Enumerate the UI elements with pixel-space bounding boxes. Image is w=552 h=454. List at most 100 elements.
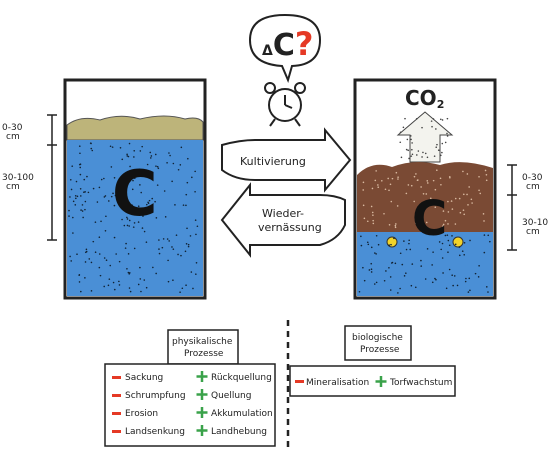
dot bbox=[385, 270, 387, 272]
dot bbox=[440, 119, 442, 121]
dot bbox=[82, 204, 84, 206]
dot bbox=[401, 264, 403, 266]
process-loss: Landsenkung bbox=[125, 427, 185, 437]
right-profile bbox=[355, 80, 495, 298]
dot bbox=[68, 215, 70, 217]
dot bbox=[416, 118, 418, 120]
dot bbox=[407, 150, 409, 152]
dot bbox=[411, 263, 413, 265]
dot bbox=[376, 235, 378, 237]
dot bbox=[78, 274, 80, 276]
dot bbox=[462, 171, 464, 173]
dot bbox=[410, 135, 412, 137]
dot bbox=[393, 238, 395, 240]
dot bbox=[75, 195, 77, 197]
dot bbox=[79, 145, 81, 147]
dot bbox=[90, 143, 92, 145]
dot bbox=[165, 216, 167, 218]
dot bbox=[372, 214, 374, 216]
depth-unit: cm bbox=[6, 132, 20, 142]
dot bbox=[80, 209, 82, 211]
dot bbox=[408, 184, 410, 186]
dot bbox=[395, 223, 397, 225]
dot bbox=[155, 154, 157, 156]
diagram: ΔC? 0-30cm 30-100cm Kultivierung Wieder-… bbox=[0, 0, 552, 454]
dot bbox=[489, 241, 491, 243]
dot bbox=[478, 276, 480, 278]
dot bbox=[364, 218, 366, 220]
process-loss: Mineralisation bbox=[306, 378, 369, 388]
dot bbox=[397, 176, 399, 178]
dot bbox=[79, 152, 81, 154]
dot bbox=[179, 291, 181, 293]
dot bbox=[128, 272, 130, 274]
dot bbox=[374, 283, 376, 285]
minus-icon bbox=[112, 376, 121, 379]
dot bbox=[374, 252, 376, 254]
dot bbox=[95, 221, 97, 223]
dot bbox=[420, 260, 422, 262]
dot bbox=[129, 287, 131, 289]
dot bbox=[186, 227, 188, 229]
dot bbox=[471, 202, 473, 204]
dot bbox=[433, 118, 435, 120]
line: Wieder- bbox=[262, 207, 304, 220]
dot bbox=[195, 273, 197, 275]
dot bbox=[438, 149, 440, 151]
dot bbox=[185, 205, 187, 207]
dot bbox=[485, 170, 487, 172]
dot bbox=[100, 220, 102, 222]
dot bbox=[68, 210, 70, 212]
dot bbox=[440, 155, 442, 157]
dot bbox=[460, 212, 462, 214]
dot bbox=[432, 281, 434, 283]
dot bbox=[409, 249, 411, 251]
dot bbox=[83, 179, 85, 181]
dot bbox=[185, 250, 187, 252]
dot bbox=[100, 275, 102, 277]
dot bbox=[134, 248, 136, 250]
dot bbox=[434, 278, 436, 280]
dot bbox=[381, 180, 383, 182]
dot bbox=[141, 146, 143, 148]
dot bbox=[406, 193, 408, 195]
dot bbox=[72, 232, 74, 234]
dot bbox=[80, 291, 82, 293]
dot bbox=[432, 251, 434, 253]
dot bbox=[440, 249, 442, 251]
left-depth bbox=[47, 115, 57, 240]
dot bbox=[115, 253, 117, 255]
carbon: C bbox=[273, 28, 295, 63]
dot bbox=[463, 193, 465, 195]
dot bbox=[447, 118, 449, 120]
dot bbox=[377, 184, 379, 186]
dot bbox=[484, 234, 486, 236]
dot bbox=[93, 188, 95, 190]
dot bbox=[396, 172, 398, 174]
dot bbox=[400, 252, 402, 254]
dot bbox=[79, 167, 81, 169]
dot bbox=[105, 195, 107, 197]
process-gain: Torfwachstum bbox=[389, 378, 452, 388]
dot bbox=[464, 242, 466, 244]
dot bbox=[167, 238, 169, 240]
delta: Δ bbox=[262, 43, 273, 59]
dot bbox=[90, 148, 92, 150]
dot bbox=[410, 139, 412, 141]
depth-top: 0-30cm bbox=[522, 173, 543, 192]
dot bbox=[360, 236, 362, 238]
dot bbox=[163, 238, 165, 240]
dot bbox=[462, 250, 464, 252]
depth-unit: cm bbox=[6, 182, 20, 192]
clock bbox=[265, 83, 305, 126]
dot bbox=[171, 181, 173, 183]
dot bbox=[195, 234, 197, 236]
dot bbox=[467, 173, 469, 175]
dot bbox=[373, 223, 375, 225]
dot bbox=[446, 133, 448, 135]
dot bbox=[487, 291, 489, 293]
process-gain: Rückquellung bbox=[211, 373, 272, 383]
dot bbox=[449, 269, 451, 271]
dot bbox=[414, 176, 416, 178]
